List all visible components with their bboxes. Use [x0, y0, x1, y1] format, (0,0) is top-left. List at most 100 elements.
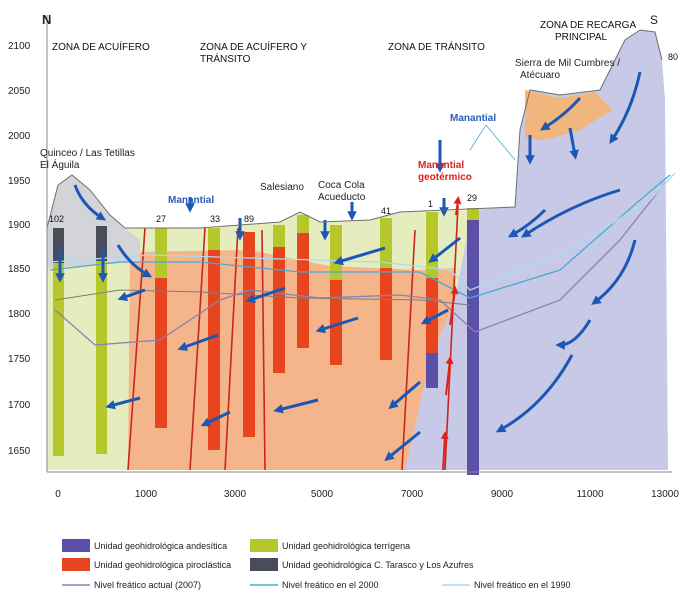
well-label-41: 41	[381, 206, 391, 216]
flow-arrow	[420, 308, 449, 325]
zone-acuifero-label: ZONA DE ACUÍFERO	[52, 40, 150, 53]
x-tick-label: 7000	[401, 489, 424, 500]
pyroclastic-layer	[128, 250, 460, 470]
column-29-andesitic	[467, 220, 479, 475]
legend-swatch-piroclastica	[62, 558, 90, 571]
column-e-terrigenous	[297, 215, 309, 233]
legend-label-andesitica: Unidad geohidrológica andesítica	[94, 541, 227, 551]
y-tick-label: 1950	[8, 176, 31, 187]
x-axis-ticks: 0 1000 3000 5000 7000 9000 11000 13000	[55, 489, 679, 500]
flow-arrow	[591, 239, 637, 305]
flow-arrow	[539, 97, 582, 131]
cocacola-label-1: Coca Cola	[318, 180, 365, 191]
well-label-102: 102	[49, 214, 64, 224]
column-41-terrigenous	[380, 218, 392, 268]
flow-arrow	[609, 71, 642, 144]
well-label-1: 1	[428, 199, 433, 209]
column-27-terrigenous	[155, 228, 167, 278]
x-tick-label: 0	[55, 489, 61, 500]
x-tick-label: 13000	[651, 489, 679, 500]
legend-swatch-terrigena	[250, 539, 278, 552]
flow-arrow	[200, 410, 231, 427]
column-b-tarasco	[96, 226, 107, 261]
fault-line	[189, 227, 206, 471]
sierra-label-2: Atécuaro	[520, 70, 560, 81]
legend-swatch-tarasco	[250, 558, 278, 571]
x-tick-label: 11000	[576, 489, 604, 500]
x-tick-label: 9000	[491, 489, 514, 500]
well-columns	[53, 208, 479, 475]
quinceo-label-2: El Águila	[40, 158, 80, 171]
flow-arrows	[55, 71, 642, 462]
flow-arrow	[384, 430, 421, 462]
column-1-andesitic	[426, 353, 438, 388]
surface-profile	[46, 29, 663, 229]
flow-arrow	[428, 236, 461, 263]
legend-label-2007: Nivel freático actual (2007)	[94, 580, 201, 590]
geothermal-arrow	[440, 431, 449, 471]
well-label-29: 29	[467, 193, 477, 203]
water-table-2007	[54, 182, 666, 346]
manantial-geo-label-2: geotérmico	[418, 172, 472, 183]
flow-arrow	[116, 244, 153, 278]
south-label: S	[650, 13, 658, 27]
y-tick-label: 2000	[8, 131, 31, 142]
flow-arrow	[73, 184, 107, 221]
fault-line	[401, 229, 416, 471]
fault-line	[224, 227, 239, 471]
column-102-terrigenous	[53, 228, 64, 456]
flow-arrow	[555, 319, 592, 350]
column-102-tarasco	[53, 228, 64, 263]
column-d-terrigenous	[273, 225, 285, 247]
flow-arrow	[273, 398, 319, 414]
fault-line	[127, 227, 146, 471]
geothermal-arrow	[445, 356, 454, 396]
column-29-terrigenous	[467, 208, 479, 220]
x-tick-label: 1000	[135, 489, 158, 500]
zone-transito-label: ZONA DE TRÁNSITO	[388, 40, 485, 53]
geothermal-arrow	[453, 196, 462, 216]
y-tick-label: 1850	[8, 264, 31, 275]
manantial-left-label: Manantial	[168, 195, 214, 206]
legend-label-piroclastica: Unidad geohidrológica piroclástica	[94, 560, 231, 570]
flow-arrow	[117, 288, 146, 301]
well-label-89: 89	[244, 214, 254, 224]
fault-line	[444, 204, 459, 471]
column-b-terrigenous	[96, 226, 107, 454]
cocacola-label-2: Acueducto	[318, 192, 366, 203]
north-label: N	[42, 12, 51, 27]
x-tick-label: 3000	[224, 489, 247, 500]
y-tick-label: 1800	[8, 309, 31, 320]
flow-arrow	[495, 354, 574, 433]
column-89-pyroclastic	[243, 232, 255, 437]
geothermal-arrow	[449, 286, 459, 326]
y-tick-label: 1700	[8, 400, 31, 411]
flow-arrow	[388, 380, 421, 410]
zone-acuifero-transito-label-1: ZONA DE ACUÍFERO Y	[200, 40, 307, 53]
sierra-label-1: Sierra de Mil Cumbres /	[515, 58, 620, 69]
legend-label-1990: Nivel freático en el 1990	[474, 580, 571, 590]
flow-arrow	[177, 333, 219, 351]
manantial-right-label: Manantial	[450, 113, 496, 124]
legend-label-tarasco: Unidad geohidrológica C. Tarasco y Los A…	[282, 560, 474, 570]
well-label-33: 33	[210, 214, 220, 224]
column-d-pyroclastic	[273, 247, 285, 373]
y-tick-label: 2050	[8, 86, 31, 97]
tarasco-hill	[47, 175, 140, 268]
geothermal-arrows	[440, 196, 462, 471]
well-label-80: 80	[668, 52, 678, 62]
zone-acuifero-transito-label-2: TRÁNSITO	[200, 52, 251, 65]
y-tick-label: 2100	[8, 41, 31, 52]
flow-arrow	[507, 208, 547, 238]
salesiano-label: Salesiano	[260, 182, 304, 193]
column-f-terrigenous	[330, 225, 342, 280]
flow-arrow	[245, 286, 286, 303]
y-tick-label: 1750	[8, 354, 31, 365]
flow-arrow	[315, 316, 359, 334]
legend-swatch-andesitica	[62, 539, 90, 552]
column-33-terrigenous	[208, 228, 220, 250]
flow-arrow	[568, 127, 579, 160]
water-table-2000	[49, 174, 671, 299]
y-tick-label: 1650	[8, 446, 31, 457]
legend-label-2000: Nivel freático en el 2000	[282, 580, 379, 590]
